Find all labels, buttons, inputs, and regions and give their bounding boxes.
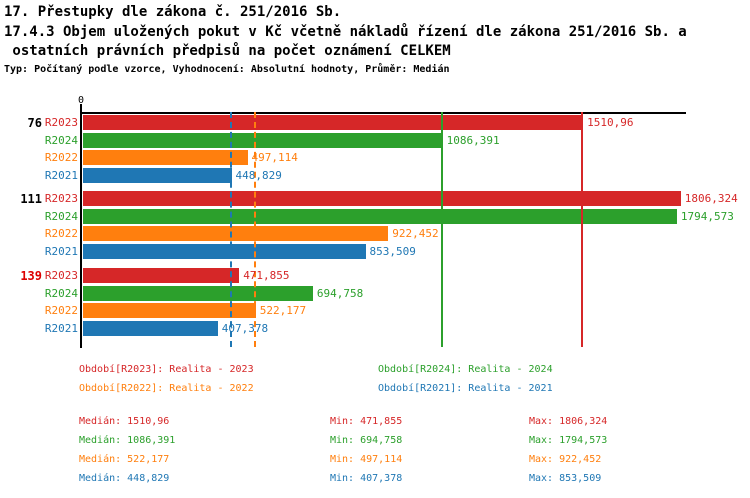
chart-title-line1: 17.4.3 Objem uložených pokut v Kč včetně… [4,24,687,40]
series-label-r2024: R2024 [44,209,78,223]
bar-value-label: 1510,96 [587,116,634,129]
bar-value-label: 522,177 [259,304,307,317]
bar-r2023 [83,268,240,283]
chart-meta-info: Typ: Počítaný podle vzorce, Vyhodnocení:… [4,64,450,75]
bar-value-label: 407,378 [221,321,269,335]
bar-r2023 [83,191,681,206]
bar-r2021 [83,320,218,336]
bar-value-label: 1806,324 [684,192,738,205]
x-axis-zero-tick-label: 0 [77,95,85,106]
page-title: 17. Přestupky dle zákona č. 251/2016 Sb. [4,4,342,20]
bar-r2022 [83,226,389,241]
series-label-r2021: R2021 [44,321,78,335]
series-label-r2023: R2023 [44,192,78,205]
bar-r2021 [83,167,232,183]
bar-value-label: 853,509 [369,244,416,258]
legend-item-r2024: Období[R2024]: Realita - 2024 [378,364,553,375]
stat-median-r2021: Medián: 448,829 [79,473,170,484]
series-label-r2021: R2021 [44,168,78,182]
stat-min-r2023: Min: 471,855 [330,416,403,427]
stat-max-r2023: Max: 1806,324 [529,416,608,427]
stat-max-r2021: Max: 853,509 [529,473,602,484]
series-label-r2024: R2024 [44,133,78,147]
y-axis-line [80,104,82,348]
series-label-r2022: R2022 [44,227,78,240]
row-count-label: 139 [20,269,42,283]
legend-item-r2023: Období[R2023]: Realita - 2023 [79,364,254,375]
series-label-r2024: R2024 [44,286,78,300]
legend-item-r2022: Období[R2022]: Realita - 2022 [79,383,254,394]
bar-value-label: 1794,573 [680,209,734,223]
bar-r2024 [83,132,443,148]
series-label-r2023: R2023 [44,269,78,282]
median-line-r2021 [229,112,232,347]
bar-r2021 [83,243,366,259]
series-label-r2021: R2021 [44,244,78,258]
stat-median-r2023: Medián: 1510,96 [79,416,170,427]
series-label-r2022: R2022 [44,304,78,317]
bar-value-label: 497,114 [251,151,298,164]
bar-value-label: 922,452 [392,227,439,240]
median-line-r2024 [440,112,443,347]
x-axis-line [80,112,686,114]
median-line-r2023 [581,112,584,347]
series-label-r2023: R2023 [44,116,78,129]
bar-r2024 [83,285,313,301]
stat-median-r2024: Medián: 1086,391 [79,435,176,446]
stat-min-r2021: Min: 407,378 [330,473,403,484]
bar-r2024 [83,208,677,224]
bar-value-label: 448,829 [235,168,282,182]
bar-value-label: 694,758 [316,286,364,300]
stat-max-r2022: Max: 922,452 [529,454,602,465]
stat-median-r2022: Medián: 522,177 [79,454,170,465]
bar-value-label: 1086,391 [446,133,500,147]
row-count-label: 111 [20,192,42,206]
stat-max-r2024: Max: 1794,573 [529,435,608,446]
stat-min-r2024: Min: 694,758 [330,435,403,446]
median-line-r2022 [253,112,256,347]
row-count-label: 76 [27,116,42,130]
chart-title-line2: ostatních právních předpisů na počet ozn… [4,43,451,59]
bar-r2023 [83,115,584,130]
bar-r2022 [83,303,256,318]
stat-min-r2022: Min: 497,114 [330,454,403,465]
bar-r2022 [83,150,248,165]
legend-item-r2021: Období[R2021]: Realita - 2021 [378,383,553,394]
bar-value-label: 471,855 [243,269,290,282]
series-label-r2022: R2022 [44,151,78,164]
